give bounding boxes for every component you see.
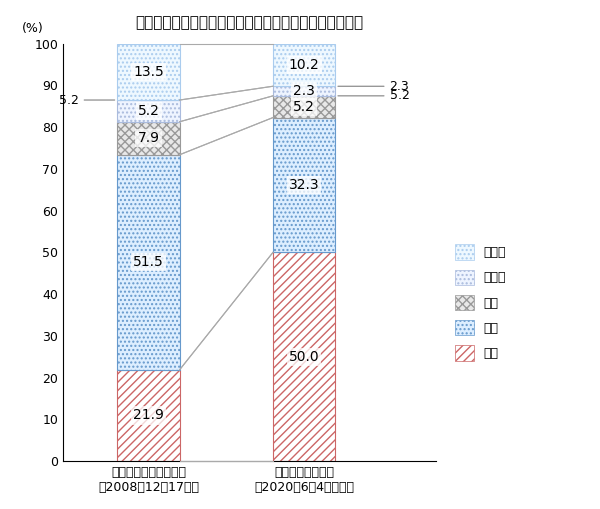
Bar bbox=[118, 100, 179, 122]
Text: 7.9: 7.9 bbox=[137, 131, 160, 145]
Bar bbox=[118, 155, 179, 370]
Text: 5.2: 5.2 bbox=[338, 90, 409, 102]
Bar bbox=[118, 44, 179, 100]
Bar bbox=[273, 96, 335, 118]
Bar bbox=[118, 122, 179, 155]
Bar bbox=[273, 118, 335, 252]
Text: 51.5: 51.5 bbox=[133, 255, 164, 269]
Text: 21.9: 21.9 bbox=[133, 408, 164, 422]
Text: 5.2: 5.2 bbox=[137, 104, 160, 118]
Text: 10.2: 10.2 bbox=[289, 58, 319, 72]
Text: 5.2: 5.2 bbox=[293, 100, 315, 114]
Bar bbox=[273, 44, 335, 86]
Text: 5.2: 5.2 bbox=[59, 94, 115, 106]
Text: 13.5: 13.5 bbox=[133, 65, 164, 79]
Text: 2.3: 2.3 bbox=[293, 84, 315, 98]
Bar bbox=[118, 370, 179, 461]
Title: 各国中央銀行のドルスワップラインからの取得割合比較: 各国中央銀行のドルスワップラインからの取得割合比較 bbox=[136, 15, 364, 30]
Y-axis label: (%): (%) bbox=[22, 22, 44, 35]
Text: 2.3: 2.3 bbox=[338, 80, 409, 93]
Bar bbox=[273, 86, 335, 96]
Bar bbox=[273, 252, 335, 461]
Legend: その他, スイス, 英国, 欧州, 日本: その他, スイス, 英国, 欧州, 日本 bbox=[450, 239, 511, 365]
Text: 50.0: 50.0 bbox=[289, 350, 319, 364]
Text: 32.3: 32.3 bbox=[289, 178, 319, 192]
